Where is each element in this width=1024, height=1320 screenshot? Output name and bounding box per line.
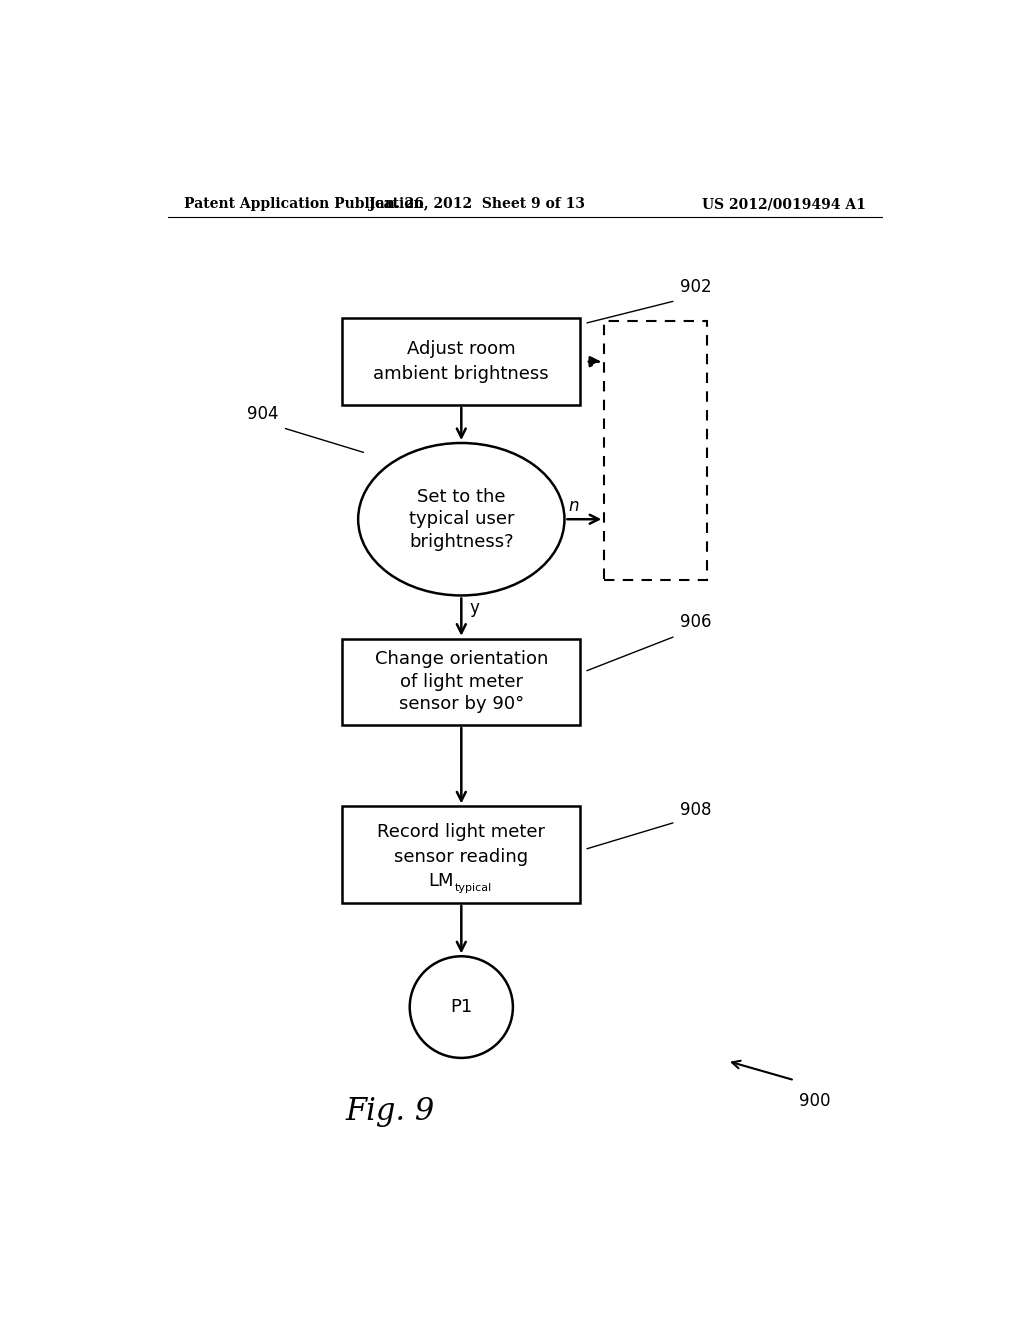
Text: y: y [469,599,479,616]
Text: brightness?: brightness? [409,532,514,550]
Text: sensor reading: sensor reading [394,847,528,866]
Text: sensor by 90°: sensor by 90° [398,696,524,713]
Text: 902: 902 [680,277,712,296]
Text: 900: 900 [799,1093,830,1110]
Text: Set to the: Set to the [417,488,506,506]
Text: typical: typical [455,883,493,894]
Text: US 2012/0019494 A1: US 2012/0019494 A1 [702,197,866,211]
Text: n: n [568,498,579,515]
Text: ambient brightness: ambient brightness [374,364,549,383]
Text: 908: 908 [680,801,711,818]
Text: 906: 906 [680,612,711,631]
FancyBboxPatch shape [342,318,581,405]
Text: Fig. 9: Fig. 9 [345,1097,434,1127]
FancyBboxPatch shape [342,639,581,725]
Ellipse shape [410,956,513,1057]
Text: Jan. 26, 2012  Sheet 9 of 13: Jan. 26, 2012 Sheet 9 of 13 [370,197,585,211]
Text: 904: 904 [247,405,279,422]
Text: of light meter: of light meter [399,673,523,690]
Ellipse shape [358,444,564,595]
Text: P1: P1 [451,998,472,1016]
Text: Record light meter: Record light meter [377,824,546,841]
Text: Change orientation: Change orientation [375,651,548,668]
Text: LM: LM [428,873,454,890]
Text: typical user: typical user [409,511,514,528]
FancyBboxPatch shape [342,807,581,903]
Text: Adjust room: Adjust room [407,341,516,359]
Text: Patent Application Publication: Patent Application Publication [183,197,423,211]
